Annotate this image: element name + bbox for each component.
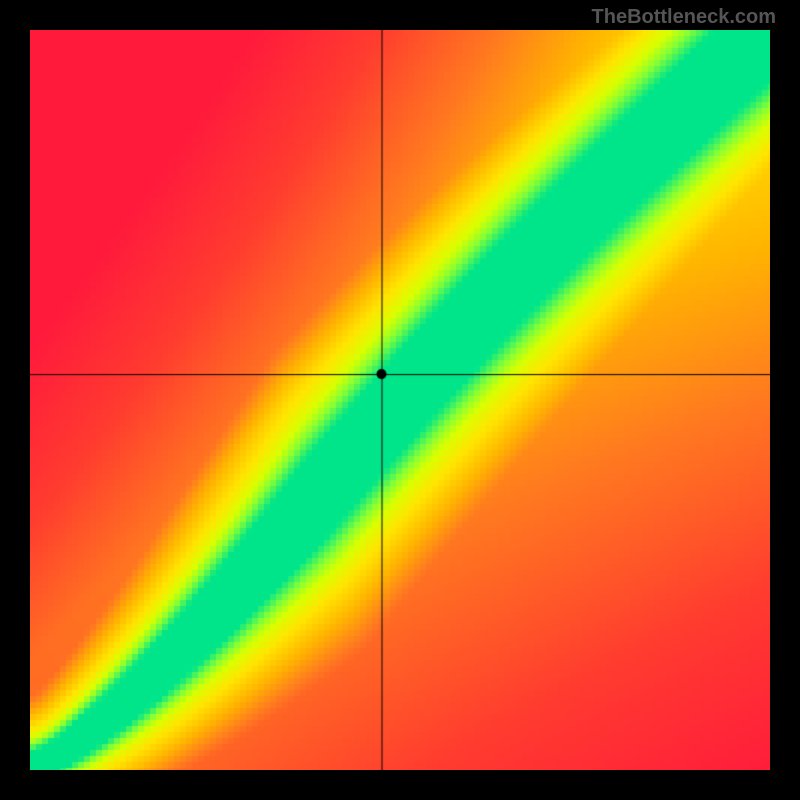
heatmap-plot: [30, 30, 770, 770]
heatmap-canvas: [30, 30, 770, 770]
watermark-text: TheBottleneck.com: [592, 6, 776, 29]
chart-container: TheBottleneck.com: [0, 0, 800, 800]
